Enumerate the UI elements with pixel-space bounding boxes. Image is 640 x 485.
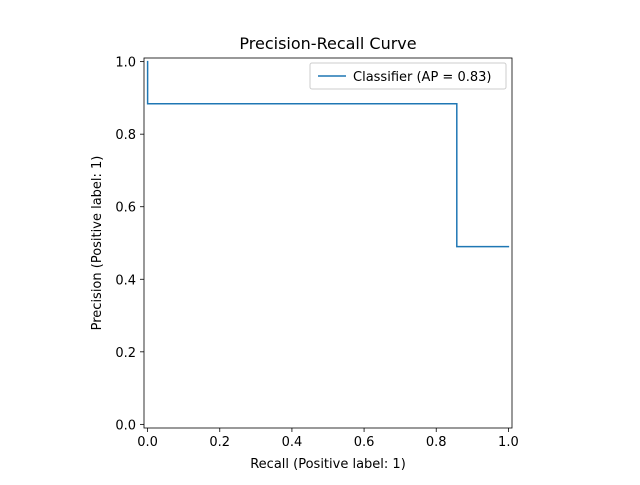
plot-area [143, 57, 513, 429]
y-tick-label: 0.6 [115, 201, 136, 216]
y-tick-label: 0.4 [115, 273, 136, 288]
legend: Classifier (AP = 0.83) [309, 62, 507, 90]
x-tick-label: 0.6 [354, 435, 375, 450]
y-axis-label: Precision (Positive label: 1) [90, 156, 105, 331]
x-tick-label: 1.0 [498, 435, 519, 450]
x-axis-label: Recall (Positive label: 1) [250, 457, 406, 472]
chart-title: Precision-Recall Curve [239, 34, 416, 53]
y-tick-label: 0.0 [115, 418, 136, 433]
axis-ticks: 0.0 0.2 0.4 0.6 0.8 1.0 0.0 0.2 0.4 0.6 0.8 1.0 [115, 56, 518, 450]
y-tick-label: 1.0 [115, 56, 136, 71]
x-tick-label: 0.4 [282, 435, 303, 450]
legend-box [309, 62, 507, 90]
y-tick-label: 0.8 [115, 128, 136, 143]
x-tick-label: 0.8 [426, 435, 447, 450]
y-tick-label: 0.2 [115, 346, 136, 361]
legend-label-0: Classifier (AP = 0.83) [353, 70, 491, 85]
x-tick-label: 0.2 [209, 435, 230, 450]
x-tick-label: 0.0 [137, 435, 158, 450]
axes-frame [143, 57, 513, 429]
series-line-0 [146, 60, 510, 248]
